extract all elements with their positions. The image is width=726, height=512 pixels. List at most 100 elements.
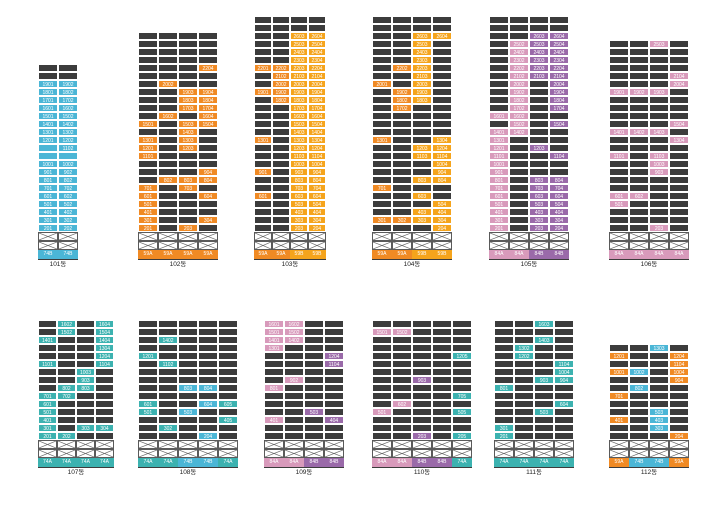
unit-cell[interactable] xyxy=(158,72,178,80)
unit-cell[interactable] xyxy=(412,104,432,112)
unit-cell[interactable] xyxy=(494,360,514,368)
unit-cell[interactable] xyxy=(272,120,290,128)
unit-cell-highlighted[interactable]: 604 xyxy=(554,400,574,408)
unit-cell-highlighted[interactable]: 803 xyxy=(76,384,95,392)
unit-cell-highlighted[interactable]: 1402 xyxy=(58,120,78,128)
unit-cell[interactable] xyxy=(629,432,649,440)
unit-cell[interactable] xyxy=(452,344,472,352)
unit-cell-highlighted[interactable]: 1204 xyxy=(308,144,326,152)
unit-cell[interactable] xyxy=(489,64,509,72)
unit-cell[interactable] xyxy=(669,104,689,112)
unit-cell[interactable] xyxy=(254,96,272,104)
unit-cell-highlighted[interactable]: 501 xyxy=(609,200,629,208)
unit-cell-highlighted[interactable]: 1201 xyxy=(138,144,158,152)
unit-cell[interactable] xyxy=(272,168,290,176)
unit-cell[interactable] xyxy=(254,120,272,128)
unit-cell[interactable] xyxy=(198,72,218,80)
unit-cell-highlighted[interactable]: 702 xyxy=(58,184,78,192)
unit-cell[interactable] xyxy=(57,408,76,416)
unit-cell-highlighted[interactable]: 401 xyxy=(138,208,158,216)
unit-cell[interactable] xyxy=(412,128,432,136)
unit-cell-highlighted[interactable]: 1902 xyxy=(58,80,78,88)
unit-cell[interactable] xyxy=(489,96,509,104)
unit-cell[interactable] xyxy=(649,112,669,120)
unit-cell[interactable] xyxy=(609,104,629,112)
unit-cell-highlighted[interactable]: 901 xyxy=(254,168,272,176)
unit-cell[interactable] xyxy=(272,160,290,168)
unit-cell-highlighted[interactable]: 1204 xyxy=(95,352,114,360)
unit-cell[interactable] xyxy=(76,344,95,352)
unit-cell[interactable] xyxy=(412,344,432,352)
unit-cell-highlighted[interactable]: 1603 xyxy=(290,112,308,120)
unit-cell[interactable] xyxy=(218,336,238,344)
unit-cell-highlighted[interactable]: 804 xyxy=(308,176,326,184)
unit-cell[interactable] xyxy=(669,208,689,216)
unit-cell-highlighted[interactable]: 203 xyxy=(649,224,669,232)
unit-cell[interactable] xyxy=(178,152,198,160)
unit-cell[interactable] xyxy=(178,360,198,368)
unit-cell[interactable] xyxy=(372,384,392,392)
unit-cell-highlighted[interactable] xyxy=(38,152,58,160)
unit-cell[interactable] xyxy=(304,368,324,376)
unit-cell[interactable] xyxy=(534,384,554,392)
unit-cell[interactable] xyxy=(452,384,472,392)
unit-cell[interactable] xyxy=(158,144,178,152)
unit-cell[interactable] xyxy=(514,328,534,336)
unit-cell-highlighted[interactable]: 2004 xyxy=(549,80,569,88)
unit-cell-highlighted[interactable]: 504 xyxy=(549,200,569,208)
unit-cell[interactable] xyxy=(432,344,452,352)
unit-cell[interactable] xyxy=(324,344,344,352)
unit-cell-highlighted[interactable]: 1402 xyxy=(284,336,304,344)
unit-cell[interactable] xyxy=(412,136,432,144)
unit-cell-highlighted[interactable]: 503 xyxy=(290,200,308,208)
unit-cell-highlighted[interactable]: 1703 xyxy=(178,104,198,112)
unit-cell-highlighted[interactable]: 2604 xyxy=(432,32,452,40)
unit-cell[interactable] xyxy=(76,352,95,360)
unit-cell-highlighted[interactable]: 403 xyxy=(529,208,549,216)
unit-cell-highlighted[interactable]: 1004 xyxy=(554,368,574,376)
unit-cell[interactable] xyxy=(549,136,569,144)
unit-cell-highlighted[interactable]: 701 xyxy=(609,392,629,400)
unit-cell-highlighted[interactable]: 1502 xyxy=(284,328,304,336)
unit-cell[interactable] xyxy=(432,80,452,88)
unit-cell[interactable] xyxy=(272,208,290,216)
unit-cell[interactable] xyxy=(412,168,432,176)
unit-cell[interactable] xyxy=(514,368,534,376)
unit-cell-highlighted[interactable]: 605 xyxy=(218,400,238,408)
unit-cell[interactable] xyxy=(514,384,534,392)
unit-cell[interactable] xyxy=(609,48,629,56)
unit-cell[interactable] xyxy=(95,432,114,440)
unit-cell[interactable] xyxy=(198,376,218,384)
unit-cell[interactable] xyxy=(412,384,432,392)
unit-cell[interactable] xyxy=(372,176,392,184)
unit-cell-highlighted[interactable]: 701 xyxy=(38,392,57,400)
unit-cell[interactable] xyxy=(534,344,554,352)
unit-cell-highlighted[interactable]: 403 xyxy=(290,208,308,216)
unit-cell-highlighted[interactable]: 504 xyxy=(432,200,452,208)
unit-cell-highlighted[interactable]: 503 xyxy=(178,408,198,416)
unit-cell[interactable] xyxy=(494,392,514,400)
unit-cell[interactable] xyxy=(529,128,549,136)
unit-cell[interactable] xyxy=(514,392,534,400)
unit-cell[interactable] xyxy=(272,152,290,160)
unit-cell[interactable] xyxy=(304,424,324,432)
unit-cell-highlighted[interactable]: 2604 xyxy=(308,32,326,40)
unit-cell[interactable] xyxy=(649,432,669,440)
unit-cell[interactable] xyxy=(609,120,629,128)
unit-cell[interactable] xyxy=(669,224,689,232)
unit-cell-highlighted[interactable]: 1203 xyxy=(178,144,198,152)
unit-cell[interactable] xyxy=(38,328,57,336)
unit-cell[interactable] xyxy=(178,400,198,408)
unit-cell[interactable] xyxy=(534,416,554,424)
unit-cell-highlighted[interactable]: 2104 xyxy=(549,72,569,80)
unit-cell-highlighted[interactable]: 2102 xyxy=(272,72,290,80)
unit-cell[interactable] xyxy=(412,368,432,376)
unit-cell[interactable] xyxy=(514,432,534,440)
unit-cell[interactable] xyxy=(629,40,649,48)
unit-cell-highlighted[interactable]: 803 xyxy=(178,176,198,184)
unit-cell-highlighted[interactable]: 903 xyxy=(412,376,432,384)
unit-cell-highlighted[interactable]: 1601 xyxy=(264,320,284,328)
unit-cell-highlighted[interactable]: 803 xyxy=(412,176,432,184)
unit-cell[interactable] xyxy=(158,48,178,56)
unit-cell[interactable] xyxy=(669,64,689,72)
